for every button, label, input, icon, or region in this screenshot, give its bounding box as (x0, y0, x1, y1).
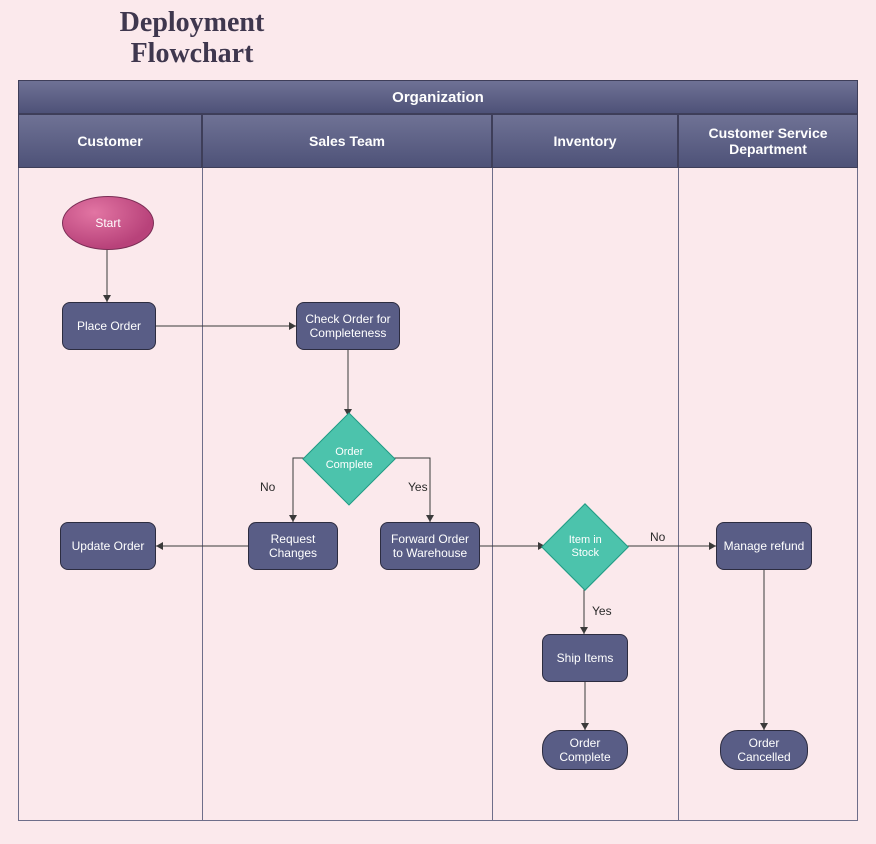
node-item-in-stock-decision: Item in Stock (541, 503, 629, 591)
edge-label-no-1: No (260, 480, 275, 494)
lane-div-3 (678, 168, 679, 820)
node-order-cancelled: Order Cancelled (720, 730, 808, 770)
header-csd: Customer Service Department (678, 114, 858, 168)
node-item-in-stock-label: Item in Stock (555, 534, 615, 559)
lane-div-1 (202, 168, 203, 820)
node-request-changes: Request Changes (248, 522, 338, 570)
node-order-complete-end: Order Complete (542, 730, 628, 770)
node-forward-order-label: Forward Order to Warehouse (391, 532, 469, 561)
node-order-complete-label: Order Complete (317, 446, 381, 471)
title-line1: Deployment (120, 7, 265, 38)
node-forward-order: Forward Order to Warehouse (380, 522, 480, 570)
node-place-order-label: Place Order (77, 319, 141, 333)
node-place-order: Place Order (62, 302, 156, 350)
node-check-order-label: Check Order for Completeness (305, 312, 390, 341)
node-request-changes-label: Request Changes (269, 532, 317, 561)
header-organization: Organization (18, 80, 858, 114)
edge-label-yes-1: Yes (408, 480, 428, 494)
frame-left (18, 80, 19, 820)
node-manage-refund: Manage refund (716, 522, 812, 570)
frame-right (857, 80, 858, 820)
node-ship-items: Ship Items (542, 634, 628, 682)
node-update-order-label: Update Order (72, 539, 145, 553)
header-customer-label: Customer (77, 133, 142, 149)
header-csd-label: Customer Service Department (708, 125, 827, 157)
node-order-complete-end-label: Order Complete (559, 736, 610, 765)
node-update-order: Update Order (60, 522, 156, 570)
header-organization-label: Organization (392, 89, 484, 106)
header-inventory: Inventory (492, 114, 678, 168)
node-order-cancelled-label: Order Cancelled (737, 736, 790, 765)
node-check-order: Check Order for Completeness (296, 302, 400, 350)
node-ship-items-label: Ship Items (557, 651, 614, 665)
edge-label-no-2: No (650, 530, 665, 544)
frame-bottom (18, 820, 858, 821)
node-order-complete-decision: Order Complete (302, 412, 395, 505)
lane-div-2 (492, 168, 493, 820)
edge-label-yes-2: Yes (592, 604, 612, 618)
title-line2: Flowchart (131, 38, 254, 69)
page-title: Deployment Flowchart (92, 8, 292, 70)
node-start: Start (62, 196, 154, 250)
header-sales: Sales Team (202, 114, 492, 168)
header-inventory-label: Inventory (553, 133, 616, 149)
node-start-label: Start (95, 216, 120, 230)
node-manage-refund-label: Manage refund (724, 539, 805, 553)
header-sales-label: Sales Team (309, 133, 385, 149)
header-customer: Customer (18, 114, 202, 168)
